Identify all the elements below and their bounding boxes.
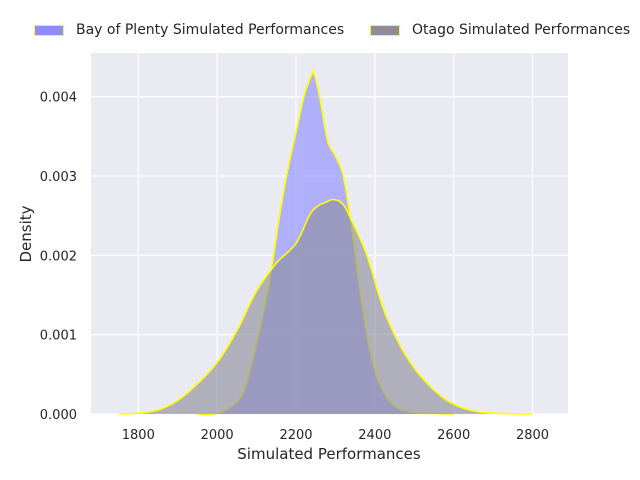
legend-swatch-bay-of-plenty xyxy=(34,24,64,36)
legend-label-bay-of-plenty: Bay of Plenty Simulated Performances xyxy=(76,22,345,38)
legend-item-bay-of-plenty: Bay of Plenty Simulated Performances xyxy=(34,20,344,40)
x-tick-label-2600: 2600 xyxy=(437,428,470,443)
x-tick-label-2000: 2000 xyxy=(201,428,234,443)
y-axis-label: Density xyxy=(17,205,35,262)
legend-swatch-otago xyxy=(370,24,400,36)
y-tick-label-2: 0.002 xyxy=(40,249,77,264)
line-otago xyxy=(118,198,533,415)
tick-labels: 1800 2000 2200 2400 2600 2800 0.000 0.001 0.002 0… xyxy=(40,91,549,443)
x-tick-label-2400: 2400 xyxy=(358,428,391,443)
y-tick-label-3: 0.003 xyxy=(40,170,77,185)
x-axis-label: Simulated Performances xyxy=(237,445,421,463)
y-tick-label-1: 0.001 xyxy=(40,329,77,344)
x-tick-label-2800: 2800 xyxy=(516,428,549,443)
legend-item-otago: Otago Simulated Performances xyxy=(370,20,630,40)
legend: Bay of Plenty Simulated Performances Ota… xyxy=(0,0,640,60)
x-tick-label-2200: 2200 xyxy=(279,428,312,443)
x-tick-label-1800: 1800 xyxy=(122,428,155,443)
y-tick-label-0: 0.000 xyxy=(40,408,77,423)
series-layer xyxy=(118,69,533,416)
legend-label-otago: Otago Simulated Performances xyxy=(412,22,631,38)
y-tick-label-4: 0.004 xyxy=(40,91,77,106)
area-otago xyxy=(118,199,533,414)
